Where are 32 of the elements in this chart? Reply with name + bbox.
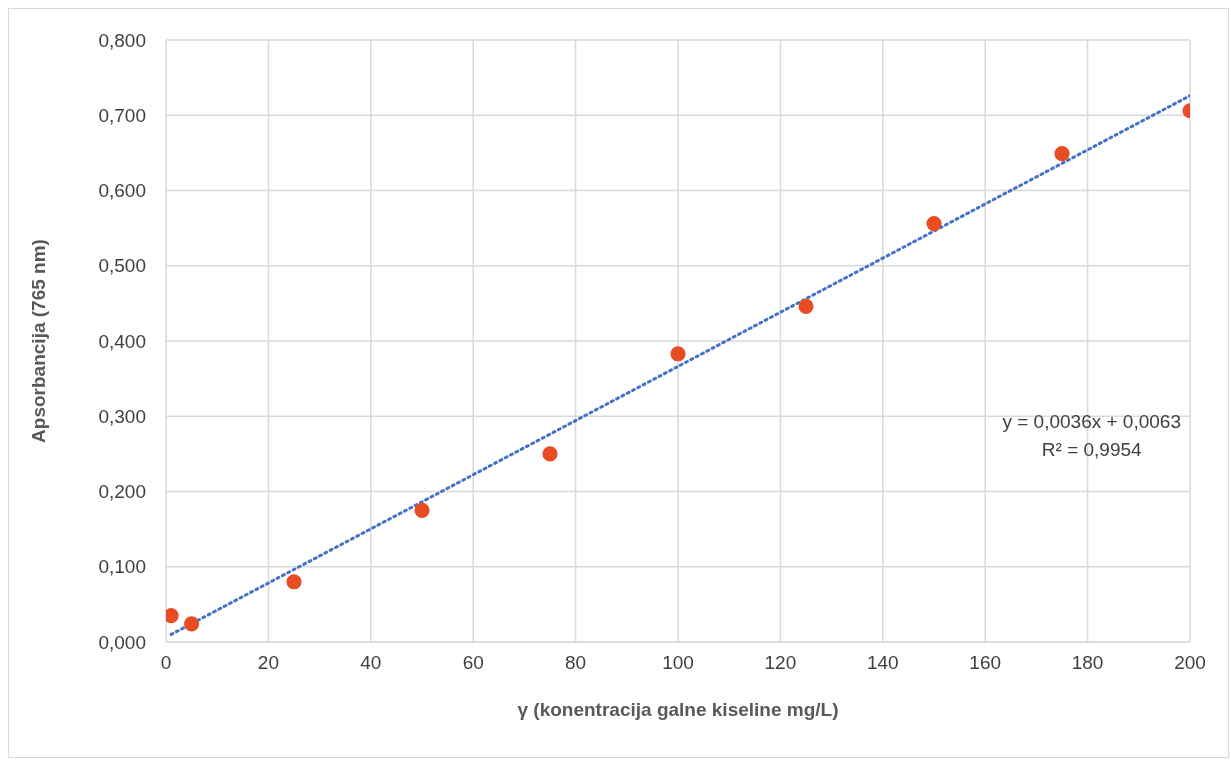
x-tick-label: 180 bbox=[1071, 652, 1104, 674]
y-tick-label: 0,800 bbox=[98, 29, 146, 51]
x-tick-label: 140 bbox=[866, 652, 899, 674]
y-tick-label: 0,500 bbox=[98, 255, 146, 277]
x-axis-title: γ (konentracija galne kiseline mg/L) bbox=[517, 699, 839, 720]
x-tick-label: 60 bbox=[462, 652, 484, 674]
point bbox=[670, 346, 686, 362]
point bbox=[1054, 146, 1070, 162]
point bbox=[798, 298, 814, 314]
y-axis-title: Apsorbancija (765 nm) bbox=[27, 239, 49, 443]
y-tick-label: 0,600 bbox=[98, 180, 146, 202]
y-tick-label: 0,200 bbox=[98, 481, 146, 503]
x-tick-label: 160 bbox=[969, 652, 1002, 674]
point bbox=[414, 502, 430, 518]
y-tick-label: 0,300 bbox=[98, 405, 146, 427]
y-tick-label: 0,100 bbox=[98, 556, 146, 578]
y-tick-label: 0,700 bbox=[98, 105, 146, 126]
x-tick-label: 100 bbox=[662, 652, 694, 674]
annotation: R² = 0,9954 bbox=[1040, 438, 1143, 462]
point bbox=[184, 616, 200, 632]
point bbox=[542, 446, 558, 462]
y-tick-label: 0,400 bbox=[98, 330, 146, 352]
x-tick-label: 0 bbox=[160, 652, 172, 674]
x-tick-label: 200 bbox=[1174, 652, 1206, 674]
x-tick-label: 80 bbox=[565, 652, 587, 674]
annotation: y = 0,0036x + 0,0063 bbox=[1002, 410, 1181, 434]
point bbox=[926, 216, 942, 232]
point bbox=[286, 574, 302, 590]
y-tick-label: 0,000 bbox=[98, 631, 146, 653]
x-tick-label: 40 bbox=[360, 652, 382, 674]
x-tick-label: 20 bbox=[257, 652, 279, 674]
x-tick-label: 120 bbox=[764, 652, 797, 674]
